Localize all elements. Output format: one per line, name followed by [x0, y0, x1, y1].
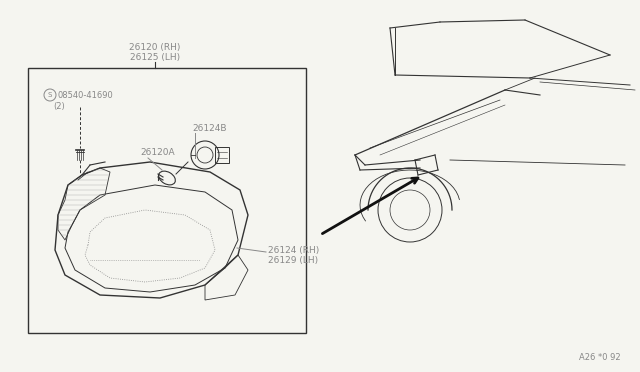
Text: 26129 (LH): 26129 (LH) [268, 256, 318, 264]
Text: A26 *0 92: A26 *0 92 [579, 353, 621, 362]
Text: 26125 (LH): 26125 (LH) [130, 53, 180, 62]
Text: (2): (2) [53, 102, 65, 110]
Text: 26120 (RH): 26120 (RH) [129, 43, 180, 52]
Bar [28, 68, 306, 333]
Text: 08540-41690: 08540-41690 [57, 90, 113, 99]
Text: 26120A: 26120A [140, 148, 175, 157]
Text: S: S [48, 92, 52, 98]
Text: 26124B: 26124B [192, 124, 227, 132]
Text: 26124 (RH): 26124 (RH) [268, 246, 319, 254]
Bar [215, 147, 229, 163]
